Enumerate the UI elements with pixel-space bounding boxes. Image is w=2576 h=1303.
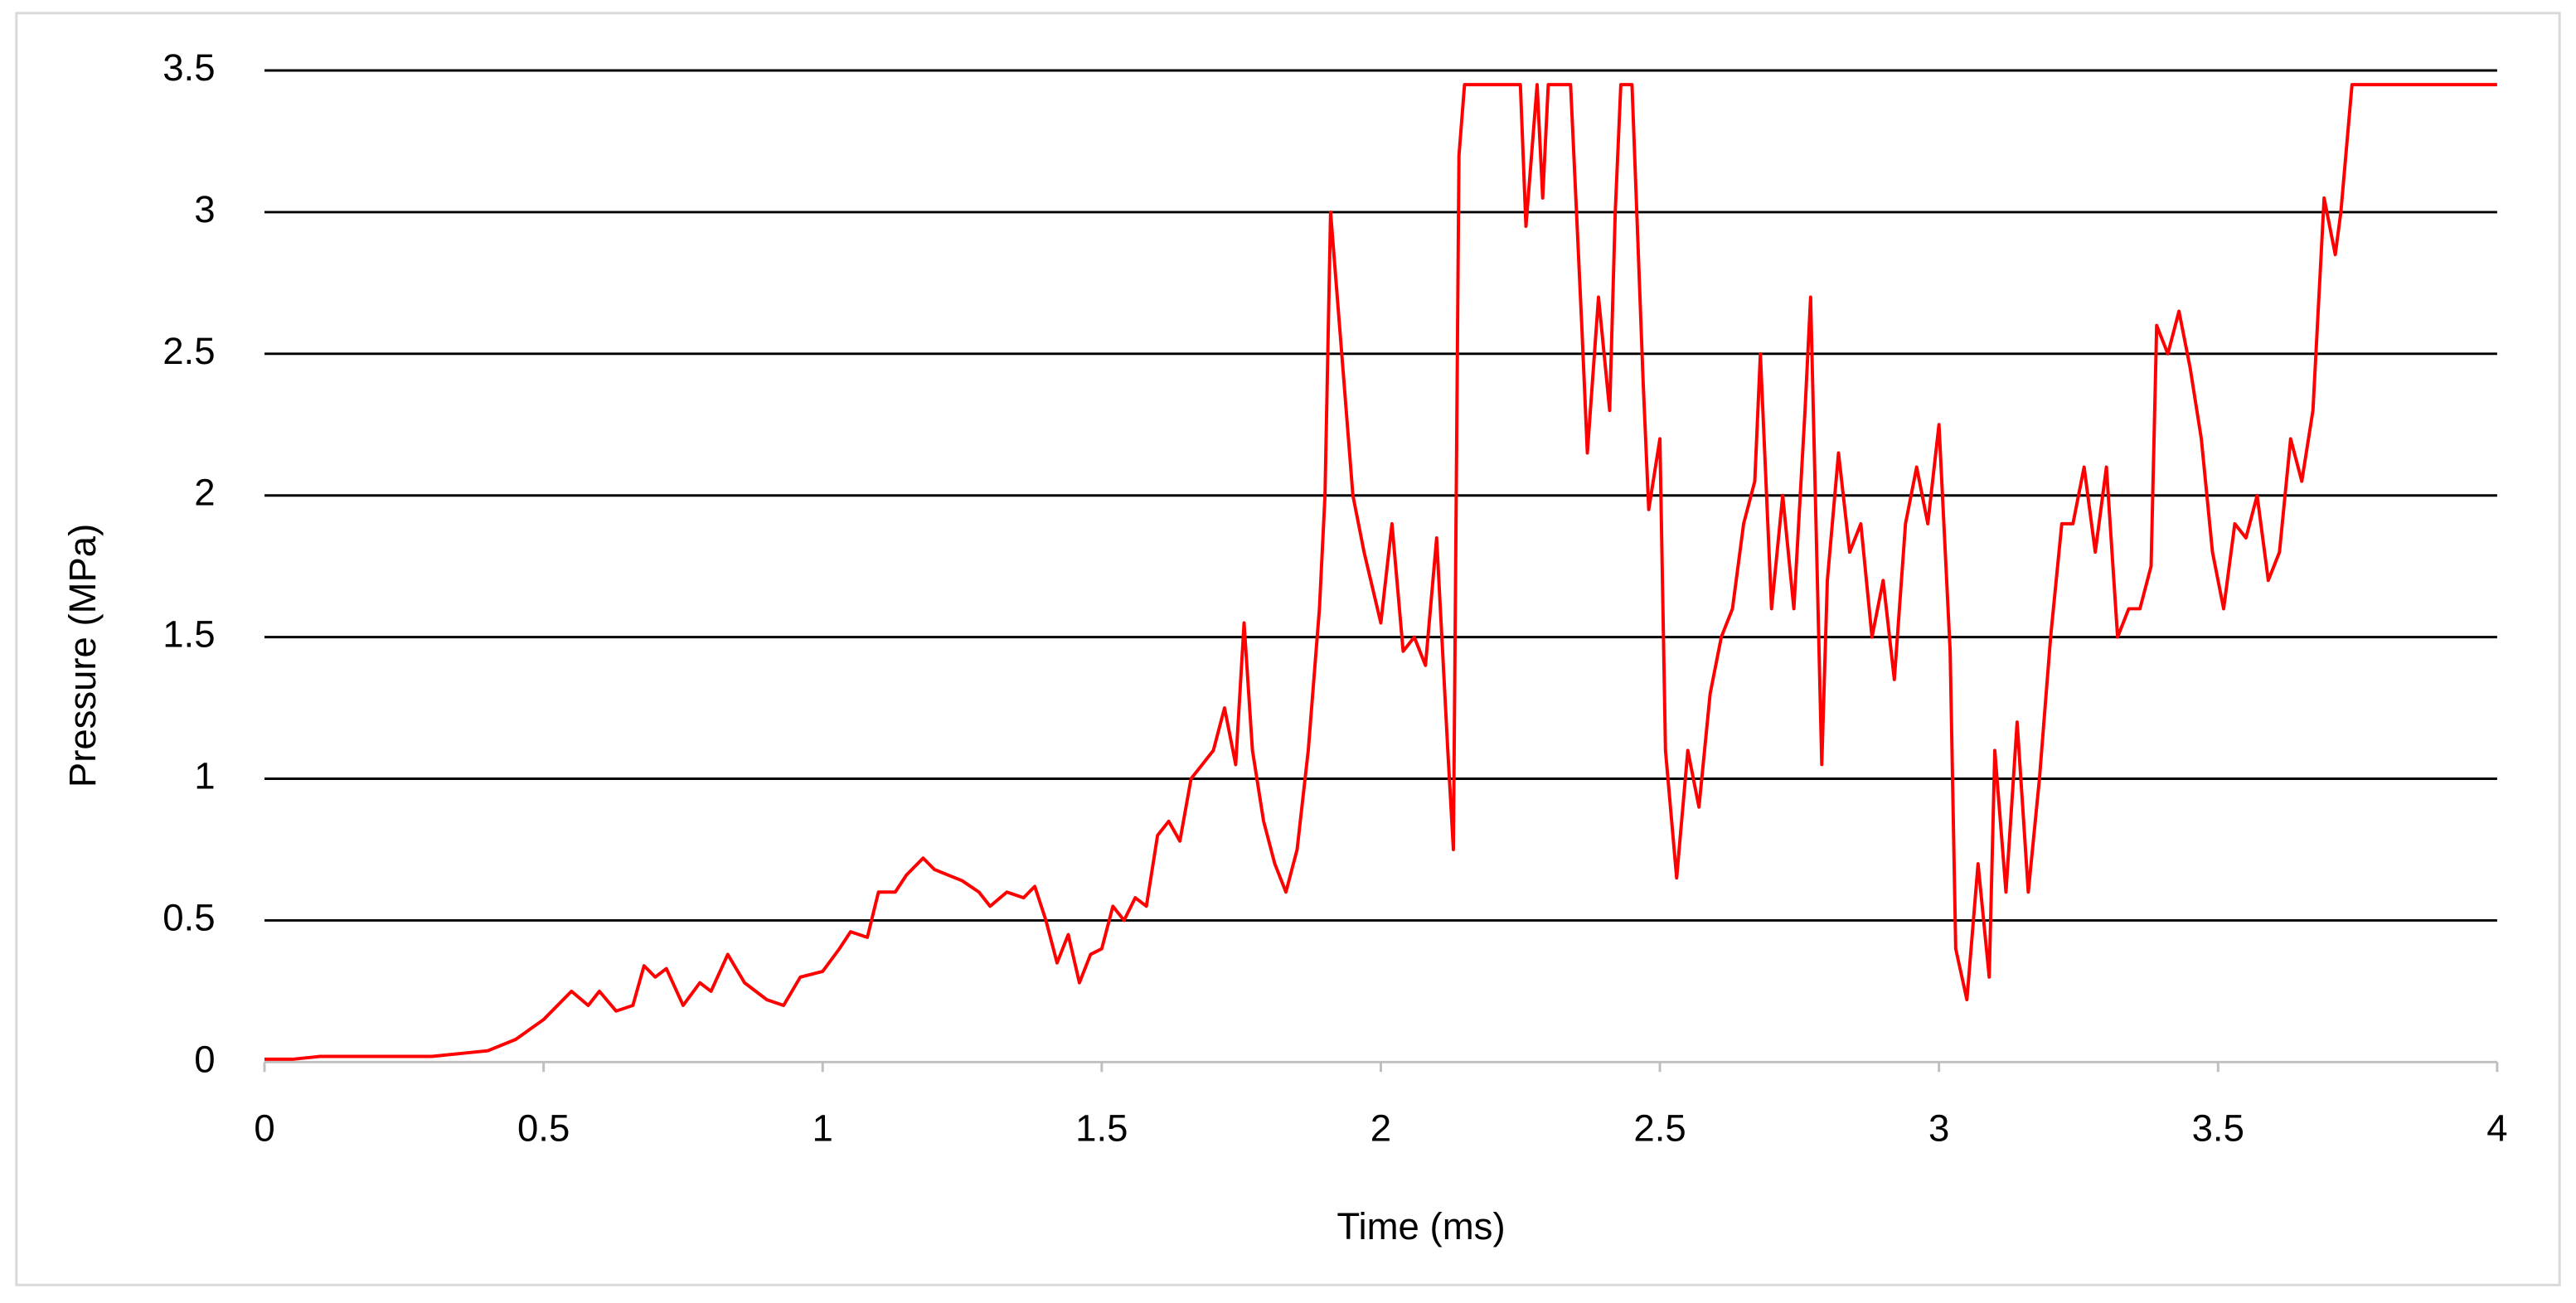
y-tick-label: 0 xyxy=(194,1038,215,1080)
x-tick-label: 4 xyxy=(2486,1107,2507,1149)
x-tick-label: 3 xyxy=(1928,1107,1949,1149)
chart-border xyxy=(15,12,2561,1286)
y-tick-label: 1.5 xyxy=(163,613,215,656)
x-axis-title: Time (ms) xyxy=(1337,1205,1505,1247)
y-tick-label: 3 xyxy=(194,188,215,230)
y-tick-label: 2 xyxy=(194,472,215,514)
x-tick-label: 1 xyxy=(813,1107,833,1149)
y-tick-label: 1 xyxy=(194,755,215,797)
x-tick-label: 0 xyxy=(254,1107,274,1149)
y-tick-label: 0.5 xyxy=(163,896,215,938)
x-tick-label: 2.5 xyxy=(1633,1107,1686,1149)
x-tick-label: 1.5 xyxy=(1075,1107,1128,1149)
y-tick-label: 3.5 xyxy=(163,46,215,89)
x-tick-label: 3.5 xyxy=(2192,1107,2244,1149)
y-axis-title: Pressure (MPa) xyxy=(61,524,104,787)
data-line xyxy=(264,83,2497,1061)
y-tick-label: 2.5 xyxy=(163,330,215,372)
x-tick-label: 2 xyxy=(1370,1107,1391,1149)
x-tick-label: 0.5 xyxy=(517,1107,570,1149)
